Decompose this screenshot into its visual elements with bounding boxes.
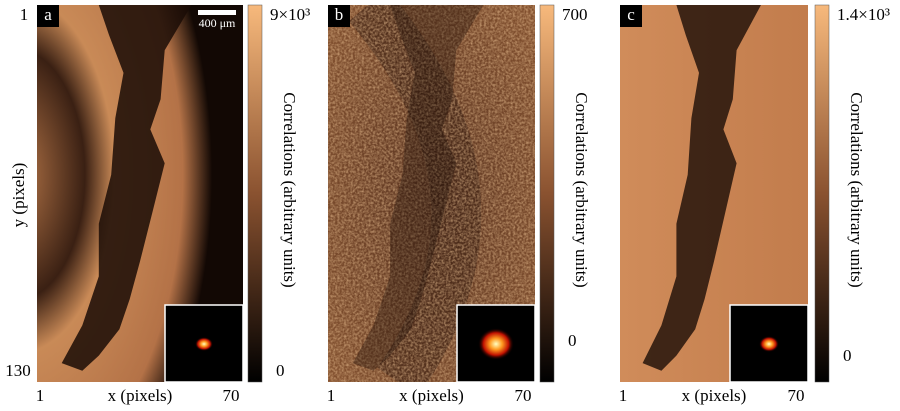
- specimen: [642, 5, 761, 371]
- image-panel: c 1.4×10³ 0 Correlations (arbitrary units) 1…: [619, 4, 890, 405]
- y-label: y (pixels): [9, 163, 28, 228]
- colorbar-max: 1.4×10³: [837, 5, 890, 24]
- colorbar-title: Correlations (arbitrary units): [280, 92, 299, 287]
- panel-label-box: [328, 5, 350, 27]
- colorbar-max: 700: [562, 5, 588, 24]
- colorbar-min: 0: [276, 361, 285, 380]
- panel-label-box: [37, 5, 59, 27]
- x-start: 1: [327, 386, 336, 405]
- scale-bar-label: 400 μm: [199, 16, 236, 30]
- scale-bar: [198, 10, 236, 15]
- colorbar-max: 9×10³: [270, 5, 310, 24]
- y-bottom: 130: [5, 361, 31, 380]
- specimen: [61, 5, 192, 371]
- x-label: x (pixels): [108, 386, 173, 405]
- inset-spot: [195, 337, 213, 351]
- x-start: 1: [36, 386, 45, 405]
- colorbar-title: Correlations (arbitrary units): [572, 92, 591, 287]
- inset-spot: [759, 336, 779, 352]
- panel-label-box: [620, 5, 642, 27]
- x-end: 70: [788, 386, 805, 405]
- colorbar: [539, 4, 555, 383]
- x-label: x (pixels): [399, 386, 464, 405]
- colorbar-min: 0: [843, 346, 852, 365]
- panel-label: b: [335, 5, 344, 24]
- colorbar: [814, 4, 830, 383]
- specimen: [352, 5, 484, 371]
- colorbar: [247, 4, 263, 383]
- inset-spot: [478, 328, 514, 360]
- x-end: 70: [515, 386, 532, 405]
- panel-label: c: [627, 5, 635, 24]
- image-panel: b 700 0 Correlations (arbitrary units) 1 x (p…: [327, 4, 591, 405]
- x-end: 70: [223, 386, 240, 405]
- colorbar-title: Correlations (arbitrary units): [847, 92, 866, 287]
- panel-label: a: [44, 5, 52, 24]
- y-top: 1: [20, 5, 29, 24]
- image: [37, 5, 243, 382]
- x-label: x (pixels): [682, 386, 747, 405]
- colorbar-min: 0: [568, 331, 577, 350]
- x-start: 1: [619, 386, 628, 405]
- image-panel: a 9×10³ 0 Correlations (arbitrary units) 1 x …: [36, 4, 310, 405]
